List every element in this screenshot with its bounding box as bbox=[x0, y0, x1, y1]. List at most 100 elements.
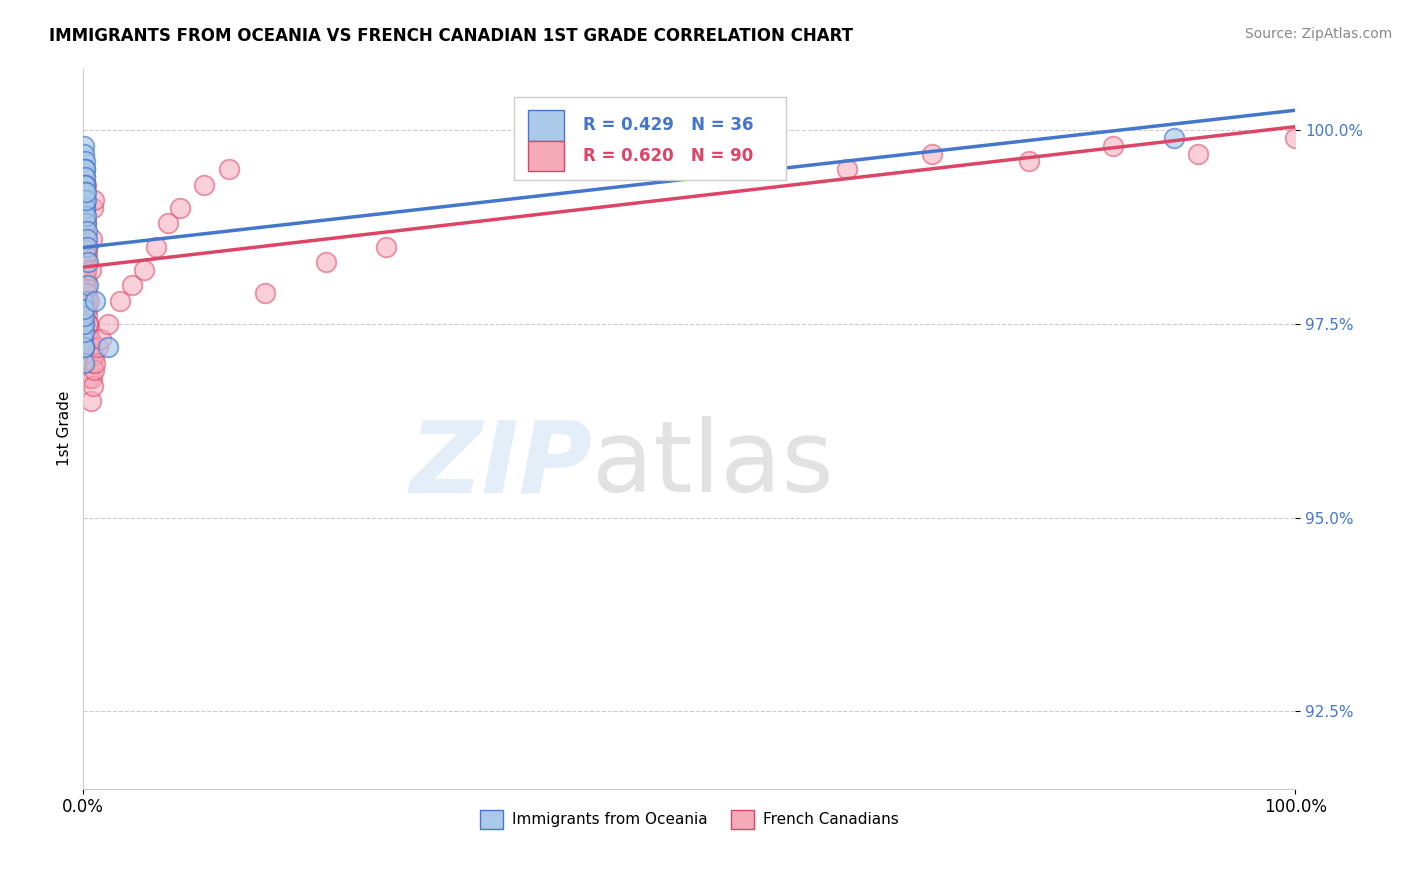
Point bbox=[79, 371, 101, 385]
Point bbox=[75, 278, 97, 293]
Point bbox=[75, 193, 97, 207]
Point bbox=[73, 169, 96, 184]
Point bbox=[73, 232, 96, 246]
Point bbox=[132, 262, 155, 277]
Point bbox=[835, 162, 858, 177]
Point bbox=[77, 333, 100, 347]
Point bbox=[73, 186, 96, 200]
Point bbox=[73, 317, 96, 331]
Point bbox=[90, 333, 112, 347]
Point bbox=[73, 201, 96, 215]
Point bbox=[1284, 131, 1306, 145]
Legend: Immigrants from Oceania, French Canadians: Immigrants from Oceania, French Canadian… bbox=[474, 804, 904, 835]
Point bbox=[121, 278, 143, 293]
Point bbox=[96, 317, 118, 331]
Point bbox=[76, 224, 98, 238]
Point bbox=[73, 169, 96, 184]
Point bbox=[73, 310, 96, 324]
Point bbox=[77, 325, 100, 339]
Point bbox=[75, 186, 97, 200]
Point bbox=[75, 278, 97, 293]
Point bbox=[72, 356, 94, 370]
Point bbox=[84, 293, 107, 308]
Point bbox=[76, 301, 98, 316]
Point bbox=[75, 178, 97, 192]
Point bbox=[73, 201, 96, 215]
Point bbox=[76, 232, 98, 246]
Point bbox=[75, 216, 97, 230]
Point bbox=[72, 178, 94, 192]
Point bbox=[738, 154, 761, 169]
Point bbox=[73, 146, 96, 161]
Point bbox=[76, 293, 98, 308]
Point bbox=[79, 394, 101, 409]
Point bbox=[75, 232, 97, 246]
Point bbox=[73, 186, 96, 200]
Point bbox=[75, 186, 97, 200]
Point bbox=[79, 262, 101, 277]
Point bbox=[218, 162, 240, 177]
Point bbox=[73, 239, 96, 253]
Point bbox=[73, 154, 96, 169]
Point bbox=[80, 340, 103, 354]
Point bbox=[76, 310, 98, 324]
Point bbox=[82, 356, 104, 370]
Point bbox=[75, 209, 97, 223]
Point bbox=[73, 178, 96, 192]
Point bbox=[83, 193, 105, 207]
Point bbox=[375, 239, 398, 253]
Point bbox=[76, 286, 98, 301]
Point bbox=[83, 363, 105, 377]
Point bbox=[79, 333, 101, 347]
Point bbox=[75, 270, 97, 285]
Point bbox=[72, 186, 94, 200]
Point bbox=[77, 340, 100, 354]
Point bbox=[73, 193, 96, 207]
Point bbox=[1163, 131, 1185, 145]
Point bbox=[72, 340, 94, 354]
Point bbox=[1018, 154, 1040, 169]
Point bbox=[75, 216, 97, 230]
Point bbox=[77, 356, 100, 370]
Text: R = 0.429   N = 36: R = 0.429 N = 36 bbox=[582, 116, 754, 135]
Point bbox=[1187, 146, 1209, 161]
Point bbox=[72, 325, 94, 339]
Point bbox=[75, 201, 97, 215]
Point bbox=[738, 139, 761, 153]
Point bbox=[157, 216, 180, 230]
Point bbox=[254, 286, 277, 301]
Point bbox=[193, 178, 215, 192]
Point bbox=[83, 348, 105, 362]
Point bbox=[76, 255, 98, 269]
Point bbox=[72, 340, 94, 354]
Point bbox=[145, 239, 167, 253]
Point bbox=[75, 262, 97, 277]
Point bbox=[73, 209, 96, 223]
Point bbox=[80, 371, 103, 385]
FancyBboxPatch shape bbox=[513, 97, 786, 180]
Point bbox=[77, 278, 100, 293]
Point bbox=[72, 317, 94, 331]
Point bbox=[73, 247, 96, 261]
Point bbox=[75, 255, 97, 269]
Bar bbox=[529, 141, 564, 171]
Point bbox=[75, 209, 97, 223]
Bar bbox=[529, 111, 564, 141]
Text: atlas: atlas bbox=[592, 416, 834, 513]
Point bbox=[75, 193, 97, 207]
Point bbox=[75, 262, 97, 277]
Point bbox=[73, 162, 96, 177]
Point bbox=[73, 216, 96, 230]
Text: R = 0.620   N = 90: R = 0.620 N = 90 bbox=[582, 147, 752, 165]
Point bbox=[75, 293, 97, 308]
Point bbox=[73, 193, 96, 207]
Point bbox=[169, 201, 191, 215]
Point bbox=[76, 317, 98, 331]
Point bbox=[75, 201, 97, 215]
Point bbox=[75, 186, 97, 200]
Text: Source: ZipAtlas.com: Source: ZipAtlas.com bbox=[1244, 27, 1392, 41]
Point bbox=[73, 139, 96, 153]
Point bbox=[82, 379, 104, 393]
Point bbox=[96, 340, 118, 354]
Point bbox=[72, 333, 94, 347]
